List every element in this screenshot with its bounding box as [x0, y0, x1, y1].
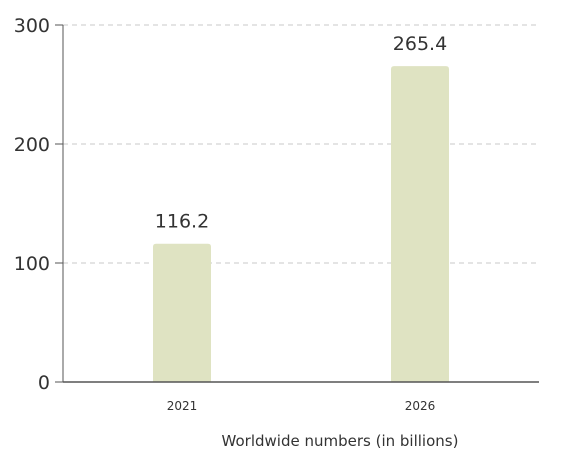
y-tick-label: 0: [38, 372, 50, 394]
y-tick-label: 100: [14, 253, 50, 275]
y-tick-labels: 0 100 200 300: [14, 15, 50, 394]
axes: [55, 24, 539, 383]
data-label-2021: 116.2: [155, 211, 209, 233]
grid-lines: [63, 24, 539, 264]
x-tick-label-2021: 2021: [167, 399, 198, 413]
x-axis-title: Worldwide numbers (in billions): [222, 432, 459, 450]
bars: [153, 66, 449, 382]
data-label-2026: 265.4: [393, 33, 447, 55]
x-tick-label-2026: 2026: [405, 399, 436, 413]
bar-2026: [391, 66, 449, 382]
data-labels: 116.2 265.4: [155, 33, 447, 233]
x-tick-labels: 2021 2026: [167, 399, 436, 413]
y-tick-label: 300: [14, 15, 50, 37]
y-tick-label: 200: [14, 134, 50, 156]
bar-2021: [153, 243, 211, 382]
